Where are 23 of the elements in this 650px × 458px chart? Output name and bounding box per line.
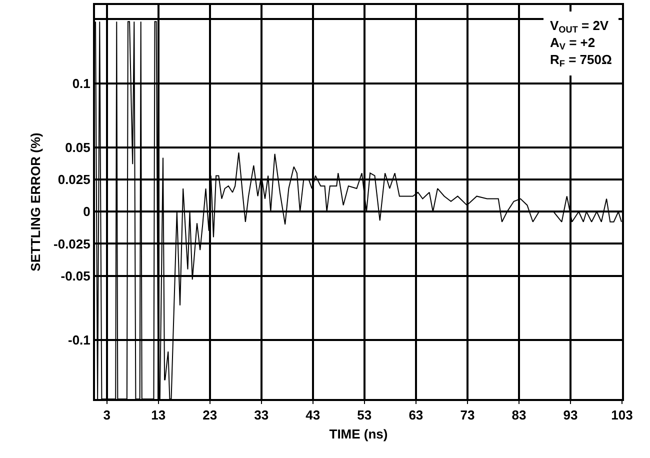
x-tick-label: 73 <box>460 408 475 423</box>
x-tick-label: 53 <box>357 408 372 423</box>
y-axis-title: SETTLING ERROR (%) <box>28 132 43 272</box>
y-tick-label: -0.05 <box>60 268 90 284</box>
x-tick-label: 23 <box>202 408 218 423</box>
y-tick-label: 0.025 <box>58 172 90 188</box>
x-tick-label: 43 <box>306 408 320 423</box>
x-tick-label: 93 <box>563 408 578 423</box>
y-tick-label: 0.1 <box>72 76 90 91</box>
x-tick-label: 3 <box>103 408 110 423</box>
annotation: A$_{V}$ = +2 <box>550 34 596 52</box>
x-tick-label: 13 <box>151 408 166 423</box>
x-tick-label: 63 <box>408 408 424 423</box>
annotation: V$_{OUT}$ = 2V <box>550 18 609 35</box>
x-tick-label: 103 <box>611 408 633 423</box>
annotation: R$_{F}$ = 750Ω <box>550 52 612 69</box>
x-axis-title: TIME (ns) <box>329 426 388 442</box>
y-tick-label: 0.05 <box>65 140 90 156</box>
y-tick-label: 0 <box>83 204 90 220</box>
x-tick-label: 83 <box>512 408 526 423</box>
y-tick-label: -0.025 <box>54 236 90 252</box>
y-tick-label: -0.1 <box>68 332 90 348</box>
x-tick-label: 33 <box>254 408 269 423</box>
